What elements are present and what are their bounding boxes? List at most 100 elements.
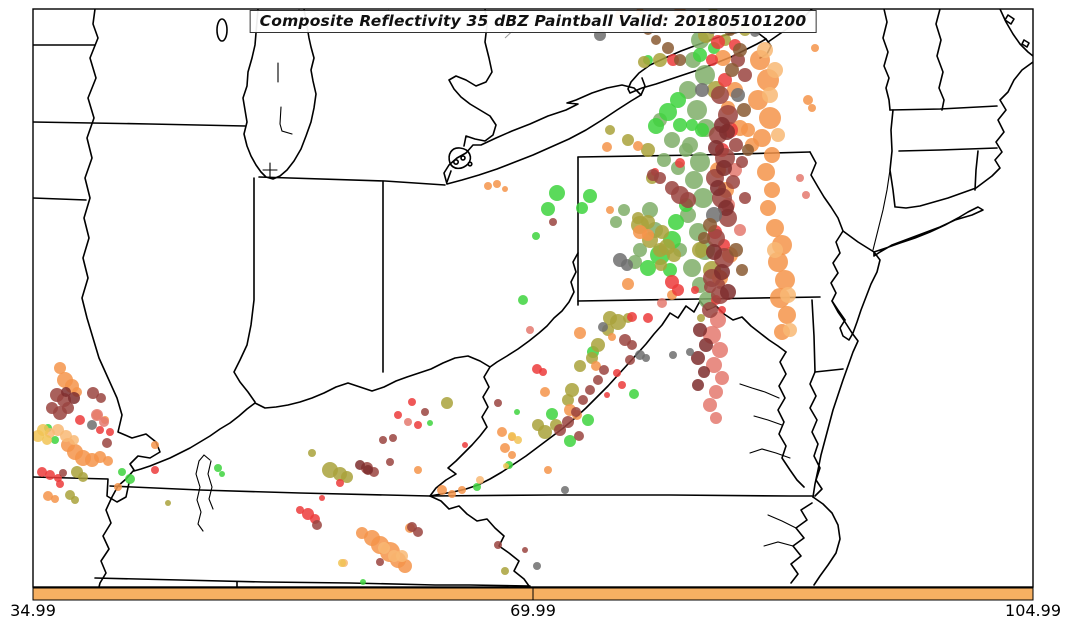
- paintball-dot: [693, 48, 707, 62]
- paintball-dot: [87, 387, 99, 399]
- paintball-dot: [655, 225, 669, 239]
- paintball-dot: [605, 125, 615, 135]
- paintball-dot: [699, 338, 713, 352]
- paintball-dot: [718, 200, 734, 216]
- paintball-dot: [497, 427, 507, 437]
- paintball-dot: [698, 232, 710, 244]
- paintball-dot: [725, 63, 739, 77]
- paintball-dot: [762, 87, 778, 103]
- paintball-dot: [783, 323, 797, 337]
- member-light-orange: [45, 42, 797, 567]
- paintball-dot: [618, 204, 630, 216]
- paintball-dot: [421, 408, 429, 416]
- paintball-dot: [622, 278, 634, 290]
- paintball-dot: [633, 141, 643, 151]
- paintball-dot: [641, 143, 655, 157]
- paintball-dot: [672, 284, 684, 296]
- paintball-dot: [715, 371, 729, 385]
- paintball-dot: [437, 485, 447, 495]
- paintball-dot: [610, 216, 622, 228]
- paintball-dot: [738, 68, 752, 82]
- paintball-dot: [355, 460, 365, 470]
- rivers: [195, 62, 891, 547]
- paintball-dot: [734, 224, 746, 236]
- paintball-dot: [493, 180, 501, 188]
- paintball-dot: [62, 402, 74, 414]
- paintball-dot: [522, 547, 528, 553]
- paintball-dot: [338, 559, 346, 567]
- paintball-dot: [736, 264, 748, 276]
- paintball-dot: [59, 469, 67, 477]
- paintball-dot: [37, 467, 47, 477]
- paintball-dot: [214, 464, 222, 472]
- paintball-dot: [604, 392, 610, 398]
- paintball-dot: [574, 360, 586, 372]
- paintball-dot: [610, 314, 626, 330]
- paintball-dot: [764, 147, 780, 163]
- paintball-dot: [664, 132, 680, 148]
- paintball-dot: [544, 466, 552, 474]
- paintball-dot: [737, 103, 751, 117]
- paintball-dot: [562, 416, 574, 428]
- paintball-dot: [583, 189, 597, 203]
- paintball-dot: [668, 214, 684, 230]
- paintball-dot: [767, 62, 783, 78]
- paintball-dot: [312, 520, 322, 530]
- paintball-dot: [494, 541, 502, 549]
- paintball-dot: [394, 411, 402, 419]
- member-green: [44, 42, 720, 585]
- paintball-dot: [61, 387, 71, 397]
- paintball-dot: [106, 428, 114, 436]
- paintball-dot: [642, 354, 650, 362]
- paintball-dot: [695, 65, 715, 85]
- paintball-dot: [376, 558, 384, 566]
- paintball-dot: [632, 212, 644, 224]
- paintball-dot: [151, 441, 159, 449]
- paintball-dot: [71, 496, 79, 504]
- paintball-dot: [736, 156, 748, 168]
- paintball-dot: [703, 218, 717, 232]
- paintball-dot: [642, 229, 654, 241]
- paintball-dot: [574, 327, 586, 339]
- paintball-dot: [414, 466, 422, 474]
- paintball-dot: [618, 381, 626, 389]
- paintball-dot: [687, 100, 707, 120]
- paintball-dot: [363, 465, 373, 475]
- paintball-dot: [125, 474, 135, 484]
- paintball-dot: [462, 442, 468, 448]
- member-salmon: [91, 163, 810, 427]
- paintball-dot: [659, 103, 677, 121]
- paintball-dot: [541, 202, 555, 216]
- paintball-dot: [360, 579, 366, 585]
- paintball-dot: [698, 366, 710, 378]
- paintball-dot: [571, 407, 581, 417]
- paintball-dot: [578, 395, 588, 405]
- paintball-dot: [731, 88, 745, 102]
- paintball-dot: [514, 409, 520, 415]
- paintball-dot: [719, 124, 735, 140]
- paintball-dot: [91, 409, 103, 421]
- paintball-dot: [742, 144, 754, 156]
- paintball-dot: [608, 333, 616, 341]
- paintball-dot: [364, 530, 380, 546]
- paintball-dot: [114, 483, 122, 491]
- paintball-dot: [739, 192, 751, 204]
- paintball-dot: [766, 219, 784, 237]
- paintball-dot: [99, 417, 109, 427]
- paintball-dot: [87, 420, 97, 430]
- paintball-dot: [379, 436, 387, 444]
- paintball-dot: [561, 486, 569, 494]
- paintball-dot: [706, 357, 722, 373]
- paintball-dot: [683, 259, 701, 277]
- paintball-dot: [378, 542, 390, 554]
- paintball-dot: [741, 123, 755, 137]
- paintball-dot: [69, 435, 79, 445]
- paintball-dot: [484, 182, 492, 190]
- paintball-dot: [441, 397, 453, 409]
- paintball-dot: [691, 286, 699, 294]
- paintball-dot: [757, 163, 775, 181]
- paintball-dot: [414, 421, 422, 429]
- paintball-dot: [712, 342, 728, 358]
- paintball-dot: [695, 83, 709, 97]
